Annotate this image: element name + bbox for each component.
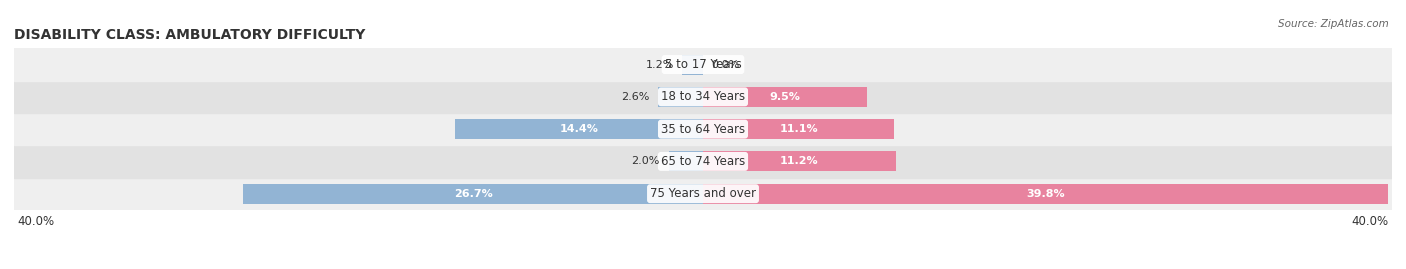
Text: 11.1%: 11.1%: [779, 124, 818, 134]
Bar: [14, 81, 1392, 113]
Text: Source: ZipAtlas.com: Source: ZipAtlas.com: [1278, 19, 1389, 29]
Text: 0.0%: 0.0%: [711, 59, 740, 70]
Bar: [456, 119, 703, 139]
Text: 65 to 74 Years: 65 to 74 Years: [661, 155, 745, 168]
Text: 40.0%: 40.0%: [17, 215, 55, 228]
Bar: [703, 119, 894, 139]
Legend: Male, Female: Male, Female: [638, 266, 768, 269]
Text: 2.6%: 2.6%: [621, 92, 650, 102]
Bar: [14, 178, 1392, 210]
Bar: [14, 145, 1392, 178]
Bar: [703, 184, 1389, 204]
Text: 1.2%: 1.2%: [645, 59, 673, 70]
Text: 39.8%: 39.8%: [1026, 189, 1066, 199]
Bar: [703, 151, 896, 171]
Text: DISABILITY CLASS: AMBULATORY DIFFICULTY: DISABILITY CLASS: AMBULATORY DIFFICULTY: [14, 28, 366, 42]
Text: 75 Years and over: 75 Years and over: [650, 187, 756, 200]
Bar: [243, 184, 703, 204]
Text: 26.7%: 26.7%: [454, 189, 492, 199]
Text: 35 to 64 Years: 35 to 64 Years: [661, 123, 745, 136]
Bar: [658, 87, 703, 107]
Bar: [669, 151, 703, 171]
Bar: [14, 113, 1392, 145]
Bar: [703, 87, 866, 107]
Bar: [682, 55, 703, 75]
Bar: [14, 48, 1392, 81]
Text: 11.2%: 11.2%: [780, 156, 818, 167]
Text: 18 to 34 Years: 18 to 34 Years: [661, 90, 745, 103]
Text: 9.5%: 9.5%: [769, 92, 800, 102]
Text: 2.0%: 2.0%: [631, 156, 659, 167]
Text: 40.0%: 40.0%: [1351, 215, 1389, 228]
Text: 14.4%: 14.4%: [560, 124, 599, 134]
Text: 5 to 17 Years: 5 to 17 Years: [665, 58, 741, 71]
